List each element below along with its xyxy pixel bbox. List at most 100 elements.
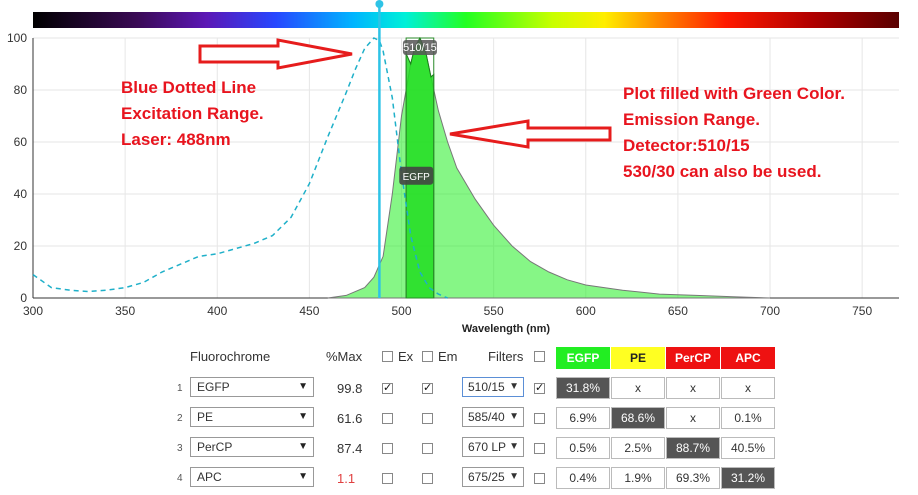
matrix-header-egfp: EGFP	[556, 347, 610, 369]
pmax-value: 1.1	[337, 471, 356, 486]
pmax-value: 87.4	[337, 441, 363, 456]
ex-checkbox[interactable]: ✓	[382, 382, 393, 394]
header-em: Em	[438, 349, 458, 364]
ex-checkbox[interactable]	[382, 413, 393, 424]
row-index: 3	[177, 443, 183, 454]
chevron-down-icon: ▼	[509, 471, 519, 482]
spillover-cell: x	[721, 377, 775, 399]
annotation-line: Excitation Range.	[121, 104, 264, 123]
annotation-line: Blue Dotted Line	[121, 78, 257, 97]
excitation-annotation: Blue Dotted Line Excitation Range. Laser…	[121, 75, 264, 153]
chevron-down-icon: ▼	[298, 411, 308, 422]
y-tick-label: 100	[7, 31, 27, 45]
spillover-cell: 88.7%	[666, 437, 720, 459]
spillover-cell: 1.9%	[611, 467, 665, 489]
filters-all-checkbox[interactable]	[534, 351, 545, 362]
chevron-down-icon: ▼	[298, 441, 308, 452]
spillover-cell: 0.1%	[721, 407, 775, 429]
filter-value: 585/40	[468, 410, 505, 424]
emission-annotation: Plot filled with Green Color. Emission R…	[623, 81, 845, 185]
fluorochrome-select[interactable]: PE ▼	[190, 407, 314, 427]
em-checkbox[interactable]	[422, 473, 433, 484]
spillover-cell: 0.4%	[556, 467, 610, 489]
table-row: 4 APC ▼ 1.1 675/25 ▼ 0.4% 1.9% 69.3% 31.2%	[0, 465, 918, 495]
filter-value: 670 LP	[468, 440, 507, 454]
x-tick-label: 400	[207, 304, 227, 318]
arrow-to-emission	[449, 119, 612, 149]
header-ex: Ex	[398, 349, 414, 364]
fluorochrome-select[interactable]: EGFP ▼	[190, 377, 314, 397]
filter-select[interactable]: 510/15 ▼	[462, 377, 524, 397]
x-tick-label: 750	[852, 304, 872, 318]
annotation-line: Detector:510/15	[623, 136, 750, 155]
chevron-down-icon: ▼	[298, 381, 308, 392]
x-tick-label: 300	[23, 304, 43, 318]
spillover-cell: 2.5%	[611, 437, 665, 459]
filter-select[interactable]: 670 LP ▼	[462, 437, 524, 457]
row-index: 2	[177, 413, 183, 424]
ex-checkbox[interactable]	[382, 473, 393, 484]
chevron-down-icon: ▼	[509, 411, 519, 422]
filter-value: 675/25	[468, 470, 505, 484]
x-tick-label: 700	[760, 304, 780, 318]
y-tick-label: 20	[14, 239, 28, 253]
annotation-line: Laser: 488nm	[121, 130, 231, 149]
chevron-down-icon: ▼	[509, 441, 519, 452]
x-tick-label: 350	[115, 304, 135, 318]
spillover-cell: 40.5%	[721, 437, 775, 459]
x-tick-label: 650	[668, 304, 688, 318]
filter-checkbox[interactable]: ✓	[534, 382, 545, 394]
ex-all-checkbox[interactable]	[382, 351, 393, 362]
em-checkbox[interactable]: ✓	[422, 382, 433, 394]
fluorochrome-select[interactable]: APC ▼	[190, 467, 314, 487]
x-axis-label: Wavelength (nm)	[462, 323, 551, 335]
em-checkbox[interactable]	[422, 413, 433, 424]
table-row: 2 PE ▼ 61.6 585/40 ▼ 6.9% 68.6% x 0.1%	[0, 405, 918, 435]
table-row: 1 EGFP ▼ 99.8 ✓ ✓ 510/15 ▼ ✓ 31.8% x x x	[0, 375, 918, 405]
x-tick-label: 500	[391, 304, 411, 318]
matrix-header-apc: APC	[721, 347, 775, 369]
chevron-down-icon: ▼	[298, 471, 308, 482]
fluorochrome-value: PerCP	[197, 440, 233, 454]
spillover-cell: x	[666, 377, 720, 399]
header-pmax: %Max	[326, 349, 363, 364]
pmax-value: 61.6	[337, 411, 363, 426]
spillover-cell: 6.9%	[556, 407, 610, 429]
filter-label: 510/15	[403, 42, 437, 54]
fluorochrome-value: PE	[197, 410, 214, 424]
filter-checkbox[interactable]	[534, 443, 545, 454]
fluorochrome-table: Fluorochrome %Max Ex Em Filters EGFP PE Pe…	[0, 343, 918, 489]
emission-area	[327, 36, 771, 299]
fluorochrome-select[interactable]: PerCP ▼	[190, 437, 314, 457]
filter-select[interactable]: 585/40 ▼	[462, 407, 524, 427]
y-tick-label: 60	[14, 135, 28, 149]
arrow-to-excitation	[198, 38, 353, 70]
laser-handle	[375, 0, 384, 8]
spillover-cell: x	[611, 377, 665, 399]
row-index: 4	[177, 473, 183, 484]
annotation-line: Plot filled with Green Color.	[623, 84, 845, 103]
pmax-value: 99.8	[337, 381, 363, 396]
header-filters: Filters	[488, 349, 524, 364]
ex-checkbox[interactable]	[382, 443, 393, 454]
row-index: 1	[177, 383, 183, 394]
filter-checkbox[interactable]	[534, 413, 545, 424]
fluorochrome-value: EGFP	[197, 380, 230, 394]
filter-select[interactable]: 675/25 ▼	[462, 467, 524, 487]
filter-checkbox[interactable]	[534, 473, 545, 484]
spillover-cell: 69.3%	[666, 467, 720, 489]
table-row: 3 PerCP ▼ 87.4 670 LP ▼ 0.5% 2.5% 88.7% 40.5%	[0, 435, 918, 465]
x-tick-label: 450	[299, 304, 319, 318]
matrix-header-percp: PerCP	[666, 347, 720, 369]
filter-label-bg	[402, 40, 437, 55]
x-tick-label: 550	[484, 304, 504, 318]
em-checkbox[interactable]	[422, 443, 433, 454]
matrix-header-pe: PE	[611, 347, 665, 369]
series-label: EGFP	[403, 172, 431, 183]
annotation-line: Emission Range.	[623, 110, 760, 129]
chevron-down-icon: ▼	[509, 381, 519, 392]
spillover-cell: 68.6%	[611, 407, 665, 429]
em-all-checkbox[interactable]	[422, 351, 433, 362]
annotation-line: 530/30 can also be used.	[623, 162, 822, 181]
fluorochrome-value: APC	[197, 470, 222, 484]
